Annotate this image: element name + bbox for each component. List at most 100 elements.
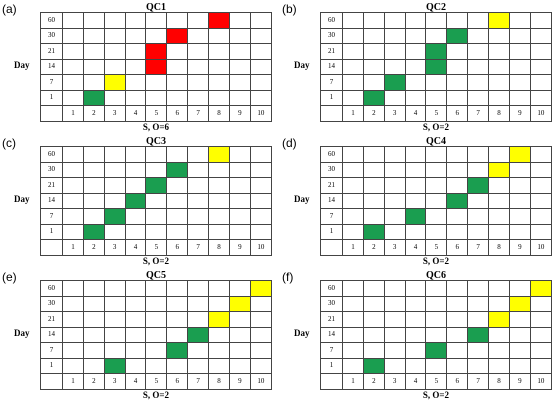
grid-cell [166, 177, 189, 194]
grid-cell [467, 223, 490, 240]
grid-cell [166, 12, 189, 29]
grid-cell [249, 146, 273, 163]
column-label: 2 [82, 105, 105, 122]
grid-cell [228, 12, 251, 29]
marked-cell-green [82, 223, 105, 240]
grid-cell [467, 27, 490, 44]
grid-cell [82, 177, 105, 194]
panel-letter: (f) [282, 270, 294, 284]
marked-cell-green [404, 208, 427, 225]
grid-cell [362, 58, 385, 75]
column-label: 8 [488, 105, 510, 122]
grid-cell [124, 177, 147, 194]
grid-cell [467, 58, 490, 75]
column-label: 4 [124, 373, 147, 390]
grid-cell [228, 161, 251, 178]
grid-cell [383, 192, 406, 209]
column-label: 4 [124, 239, 147, 256]
grid-cell [342, 223, 364, 240]
grid-cell [187, 357, 210, 374]
grid-cell [446, 177, 469, 194]
row-label: 21 [39, 311, 64, 328]
grid-cell [187, 58, 210, 75]
grid-cell [124, 161, 147, 178]
column-label: 1 [342, 239, 364, 256]
grid-cell [488, 43, 510, 60]
column-header-row: 1 2 3 4 5 6 7 8 9 10 [39, 373, 273, 390]
panel-title: QC1 [146, 2, 166, 13]
grid-row: 1 [319, 89, 553, 106]
qc-grid: 60 30 21 14 7 1 1 2 3 4 5 6 7 8 9 10 [39, 12, 273, 122]
column-label: 6 [166, 373, 189, 390]
grid-cell [529, 208, 553, 225]
row-label: 60 [319, 146, 344, 163]
grid-cell [62, 58, 84, 75]
grid-cell [103, 177, 126, 194]
panel-c: (c) QC3 Day 60 30 21 14 7 1 1 2 3 4 5 6 7 8 9 10 S, O=2 [2, 136, 273, 266]
grid-cell [467, 89, 490, 106]
grid-cell [208, 177, 230, 194]
row-label: 21 [39, 43, 64, 60]
grid-cell [187, 27, 210, 44]
grid-cell [228, 43, 251, 60]
y-axis-label: Day [294, 194, 310, 205]
grid-cell [383, 280, 406, 297]
qc-grid: 60 30 21 14 7 1 1 2 3 4 5 6 7 8 9 10 [319, 146, 553, 256]
column-label: 1 [342, 105, 364, 122]
column-header-row: 1 2 3 4 5 6 7 8 9 10 [39, 105, 273, 122]
row-label: 60 [319, 280, 344, 297]
grid-cell [249, 43, 273, 60]
grid-cell [342, 326, 364, 343]
grid-cell [82, 326, 105, 343]
column-label: 1 [62, 239, 84, 256]
grid-cell [508, 223, 531, 240]
grid-cell [404, 146, 427, 163]
grid-cell [362, 146, 385, 163]
grid-cell [404, 295, 427, 312]
panel-title: QC5 [146, 270, 166, 281]
panel-title: QC6 [426, 270, 446, 281]
column-label: 2 [82, 373, 105, 390]
row-label: 1 [319, 357, 344, 374]
grid-cell [342, 192, 364, 209]
grid-cell [145, 295, 168, 312]
grid-cell [145, 192, 168, 209]
grid-row: 21 [39, 177, 273, 194]
row-label: 7 [39, 342, 64, 359]
grid-cell [425, 192, 448, 209]
panel-d: (d) QC4 Day 60 30 21 14 7 1 1 2 3 4 5 6 7 8 9 10 S, O=2 [282, 136, 553, 266]
grid-cell [383, 342, 406, 359]
grid-cell [62, 208, 84, 225]
grid-cell [342, 280, 364, 297]
grid-cell [145, 357, 168, 374]
grid-cell [404, 43, 427, 60]
grid-cell [404, 280, 427, 297]
grid-cell [145, 12, 168, 29]
grid-cell [425, 74, 448, 91]
grid-cell [425, 12, 448, 29]
grid-cell [166, 89, 189, 106]
grid-cell [187, 12, 210, 29]
grid-cell [404, 342, 427, 359]
corner-cell [39, 239, 64, 256]
grid-cell [508, 192, 531, 209]
grid-cell [228, 326, 251, 343]
grid-cell [166, 208, 189, 225]
marked-cell-green [124, 192, 147, 209]
marked-cell-green [467, 177, 490, 194]
grid-cell [383, 357, 406, 374]
grid-cell [249, 58, 273, 75]
panel-letter: (c) [2, 136, 16, 150]
grid-cell [166, 58, 189, 75]
column-label: 3 [383, 239, 406, 256]
row-label: 30 [319, 27, 344, 44]
column-label: 7 [467, 239, 490, 256]
grid-cell [124, 342, 147, 359]
row-label: 1 [39, 357, 64, 374]
panel-e: (e) QC5 Day 60 30 21 14 7 1 1 2 3 4 5 6 7 8 9 10 S, O=2 [2, 270, 273, 400]
grid-cell [529, 223, 553, 240]
grid-row: 30 [39, 295, 273, 312]
row-label: 21 [39, 177, 64, 194]
row-label: 14 [319, 192, 344, 209]
grid-cell [166, 43, 189, 60]
